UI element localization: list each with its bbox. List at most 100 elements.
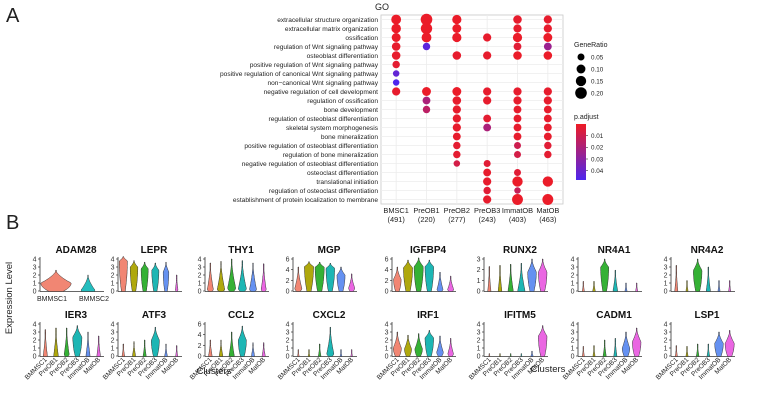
y-tick-label: 4 [664,322,668,329]
y-tick-label: 0 [286,354,290,361]
violin-bmsc1 [294,266,303,292]
legend-size-dot [576,64,586,74]
violin-matob [260,263,267,292]
go-dot [392,79,400,86]
violin-preob1 [499,353,501,357]
y-tick-label: 6 [385,257,389,264]
violin-panel-ier3: IER301234BMMSC1PreOB1PreOB2PreOB3ImmatOB… [24,310,104,381]
go-term-label: regulation of osteoblast differentiation [269,116,379,123]
violin-preob2 [509,353,512,357]
go-dot [543,51,553,60]
violin-panel-ccl2: CCL20246BMMSC1PreOB1PreOB2PreOB3ImmatOBM… [189,310,269,381]
violin-matob [348,273,355,292]
violin-bmsc1 [207,262,214,292]
go-dot [452,114,461,123]
violin-immatob [624,282,628,292]
violin-bmsc1 [582,281,585,292]
go-dot [513,105,522,114]
violin-preob2 [63,327,70,357]
y-tick-label: 4 [286,322,290,329]
go-dot [543,42,552,51]
y-tick-label: 4 [33,322,37,329]
y-tick-label: 4 [571,257,575,264]
cluster-tick-label: PreOB2 [444,206,470,215]
go-dot [543,123,552,132]
y-tick-label: 2 [571,338,575,345]
go-dot [452,87,462,96]
legend-size-label: 0.20 [591,91,604,98]
go-dot [452,51,462,60]
go-dot [544,141,552,150]
go-term-label: regulation of bone mineralization [283,152,379,159]
go-dot [483,168,492,177]
go-dot [543,33,553,42]
y-tick-label: 4 [385,322,389,329]
y-tick-label: 2 [571,273,575,280]
violin-preob3 [613,338,618,357]
dotplot-title: GO [375,2,389,12]
go-dot [420,13,433,26]
x-tick-label: BMMSC1 [37,296,67,303]
violin-panel-runx2: RUNX2 0 1 2 3 [477,245,548,296]
go-dot [452,132,461,141]
go-dot [483,160,491,167]
legend-size-label: 0.05 [591,55,604,62]
violin-preob1 [217,261,225,292]
violin-preob1 [53,327,59,357]
y-tick-label: 1 [286,346,290,353]
y-tick-label: 3 [664,265,668,272]
legend-size-label: 0.15 [591,79,604,86]
y-tick-label: 3 [111,265,115,272]
violin-preob3 [517,263,526,292]
violin-matob [175,345,178,357]
go-dot [543,15,552,24]
go-dot [513,42,522,51]
go-dot [452,32,462,43]
go-dot [514,151,521,158]
go-term-label: ossification [345,35,378,42]
y-tick-label: 0 [286,289,290,296]
go-dot [483,33,492,42]
go-term-label: positive regulation of Wnt signaling pat… [250,62,379,69]
violin-preob3 [151,326,160,357]
y-tick-label: 3 [33,330,37,337]
y-tick-label: 2 [198,343,202,350]
violin-preob3 [706,266,711,292]
go-dot [483,114,492,123]
y-tick-label: 0 [198,289,202,296]
go-dot [392,87,401,96]
violin-preob2 [696,343,700,357]
violin-preob3 [612,269,618,292]
y-tick-label: 0 [571,354,575,361]
violin-preob2 [314,261,325,292]
y-tick-label: 3 [286,330,290,337]
violin-bmsc1 [393,266,402,292]
go-dot [392,60,400,69]
go-term-label: osteoclast differentiation [307,170,378,177]
go-term-label: regulation of osteoclast differentiation [269,188,378,195]
go-dot [452,96,462,105]
y-tick-label: 0 [477,354,481,361]
violin-matob [175,274,179,292]
violin-bmmsc2 [80,274,96,292]
legend-color-label: 0.03 [591,156,604,163]
violin-preob3 [520,353,523,357]
go-dot [422,105,431,114]
y-tick-label: 0 [198,354,202,361]
y-tick-label: 1 [33,346,37,353]
violin-immatob [251,342,255,357]
cluster-count-label: (403) [509,215,526,224]
go-dot [543,105,552,114]
violin-panel-igfbp4: IGFBP4 0 2 4 6 [385,245,456,296]
y-tick-label: 0 [111,289,115,296]
go-dot [483,186,491,195]
violin-preob3 [238,260,247,292]
violin-bmsc1 [488,353,491,357]
violin-bmmsc1 [40,269,72,292]
go-dot [392,70,400,77]
violin-preob1 [592,281,596,292]
x-axis-label: Clusters [531,364,566,375]
